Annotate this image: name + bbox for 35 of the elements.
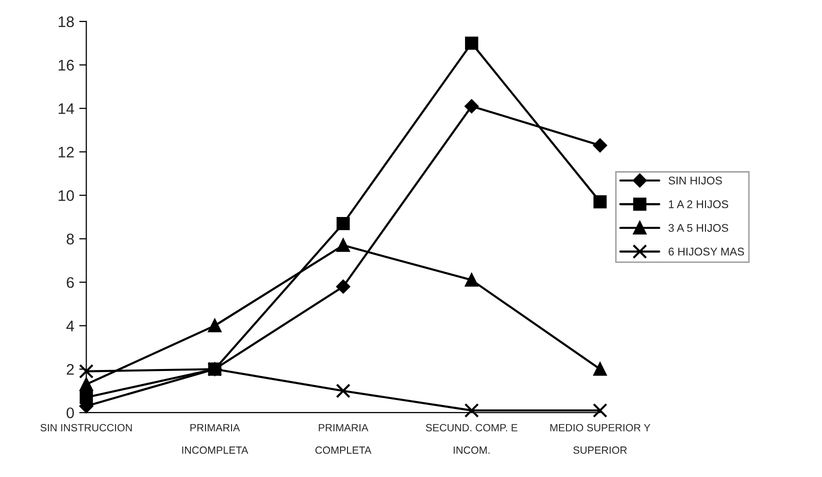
point [464, 403, 479, 418]
point [465, 36, 478, 50]
point [464, 99, 479, 114]
category-label: MEDIO SUPERIOR Y SUPERIOR [550, 424, 650, 454]
point [208, 319, 222, 332]
point [336, 216, 350, 230]
y-tick-label: 8 [66, 234, 74, 244]
category-label: PRIMARIA INCOMPLETA [182, 424, 248, 454]
y-tick-label: 14 [58, 103, 74, 114]
point [79, 364, 94, 379]
point [336, 280, 350, 294]
y-tick-label: 0 [66, 407, 74, 418]
y-tick-label: 4 [66, 320, 74, 332]
point [80, 378, 93, 391]
y-tick-label: 12 [58, 146, 74, 158]
point [592, 403, 608, 418]
x-tick-label: SIN INSTRUCCION [40, 424, 132, 432]
y-tick-label: 10 [58, 190, 74, 201]
point [336, 384, 350, 398]
point [593, 362, 607, 376]
y-tick-label: 2 [66, 364, 74, 375]
y-tick-label: 16 [58, 60, 74, 71]
point [593, 138, 607, 152]
legend-label: 3 A 5 HIJOS [668, 224, 728, 232]
category-label: SECUND. COMP. E INCOM. [426, 424, 518, 454]
y-tick-label: 6 [66, 277, 74, 288]
legend-label: 6 HIJOSY MAS [668, 248, 744, 256]
point [80, 390, 93, 404]
point [465, 273, 478, 287]
category-label: PRIMARIA COMPLETA [315, 424, 372, 454]
point [336, 238, 350, 252]
legend-label: 1 A 2 HIJOS [668, 200, 728, 208]
point [593, 195, 607, 208]
legend-label: SIN HIJOS [668, 176, 722, 184]
y-tick-label: 18 [58, 16, 74, 28]
